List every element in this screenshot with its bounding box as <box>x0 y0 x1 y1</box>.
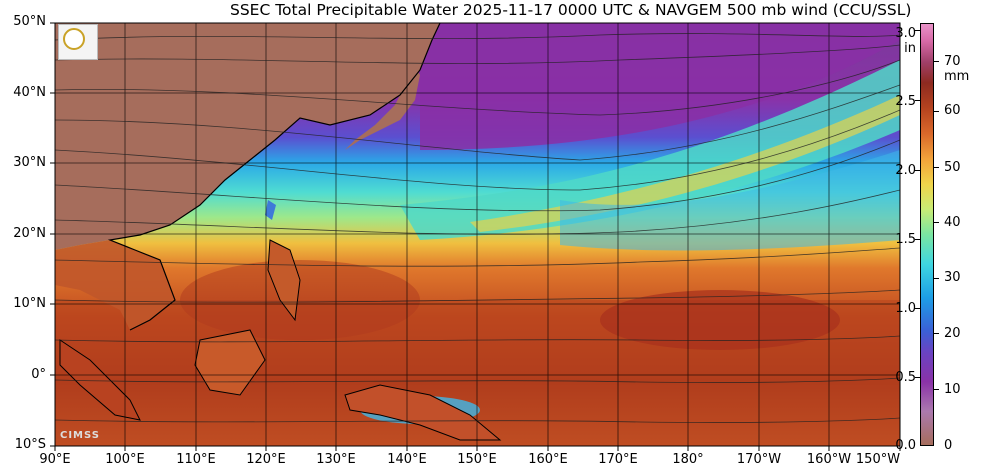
colorbar-mm-label: 50 <box>944 160 961 175</box>
lon-label: 170°W <box>736 452 782 467</box>
colorbar-inch-label: 1.5 <box>895 232 916 247</box>
colorbar-mm-label: 20 <box>944 326 961 341</box>
lon-label: 130°E <box>316 452 356 467</box>
lon-label: 110°E <box>176 452 216 467</box>
colorbar <box>920 23 934 446</box>
colorbar-mm-label: 0 <box>944 438 953 453</box>
cimss-logo: CIMSS <box>60 430 100 441</box>
lon-label: 140°E <box>387 452 427 467</box>
map-title: SSEC Total Precipitable Water 2025-11-17… <box>230 1 912 19</box>
colorbar-mm-label: 70 <box>944 54 961 69</box>
colorbar-inch-label: 2.5 <box>895 94 916 109</box>
colorbar-inch-label: 0.0 <box>895 438 916 453</box>
ssec-logo <box>58 24 98 60</box>
colorbar-mm-label: 40 <box>944 215 961 230</box>
colorbar-inch-label: 2.0 <box>895 163 916 178</box>
lat-label: 10°S <box>14 437 46 452</box>
lon-label: 150°W <box>855 452 901 467</box>
colorbar-tick <box>934 167 939 168</box>
colorbar-inch-label: 3.0 <box>895 26 916 41</box>
colorbar-tick <box>934 333 939 334</box>
colorbar-tick <box>934 389 939 390</box>
wind-streamlines <box>55 33 900 423</box>
lat-label: 10°N <box>13 296 46 311</box>
colorbar-mm-label: 10 <box>944 382 961 397</box>
lon-label: 180° <box>672 452 704 467</box>
lat-label: 30°N <box>13 155 46 170</box>
moisture-plume <box>400 60 900 240</box>
lat-label: 0° <box>31 367 46 382</box>
colorbar-tick <box>934 61 939 62</box>
lat-label: 20°N <box>13 226 46 241</box>
seal-icon <box>63 28 85 50</box>
lon-label: 160°W <box>806 452 852 467</box>
lon-label: 160°E <box>528 452 568 467</box>
colorbar-mm-label: 30 <box>944 270 961 285</box>
colorbar-inch-label: 0.5 <box>895 370 916 385</box>
colorbar-tick <box>915 239 920 240</box>
lat-label: 50°N <box>13 14 46 29</box>
colorbar-tick <box>934 111 939 112</box>
asia-land <box>55 23 440 250</box>
colorbar-tick <box>915 377 920 378</box>
colorbar-tick <box>915 30 920 31</box>
lon-label: 170°E <box>598 452 638 467</box>
lon-label: 90°E <box>39 452 71 467</box>
colorbar-tick <box>915 170 920 171</box>
japan-land <box>345 60 420 150</box>
colorbar-inch-unit: in <box>904 41 916 56</box>
lon-label: 150°E <box>457 452 497 467</box>
colorbar-tick <box>934 278 939 279</box>
lat-lon-grid <box>55 23 900 446</box>
colorbar-tick <box>934 222 939 223</box>
colorbar-inch-label: 1.0 <box>895 301 916 316</box>
new-guinea-land <box>344 384 502 441</box>
colorbar-tick <box>915 100 920 101</box>
lon-label: 120°E <box>246 452 286 467</box>
lat-label: 40°N <box>13 85 46 100</box>
colorbar-tick <box>915 308 920 309</box>
colorbar-mm-unit: mm <box>944 69 970 84</box>
colorbar-mm-label: 60 <box>944 103 961 118</box>
lon-label: 100°E <box>105 452 145 467</box>
